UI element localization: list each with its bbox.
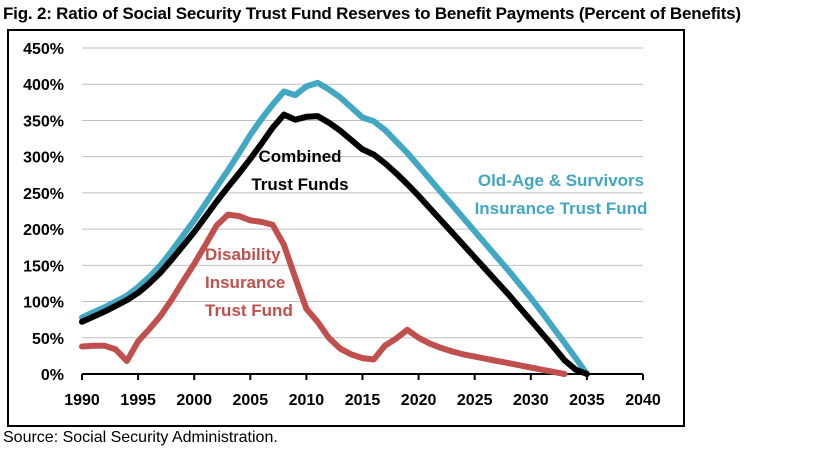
combined-label-line1: Combined — [258, 147, 342, 166]
figure-title: Fig. 2: Ratio of Social Security Trust F… — [3, 4, 741, 23]
x-tick-label: 1990 — [64, 392, 100, 409]
y-tick-label: 300% — [23, 150, 64, 167]
di-label-line1: Disability — [205, 245, 281, 264]
x-tick-label: 2015 — [345, 392, 381, 409]
x-tick-label: 2035 — [569, 392, 605, 409]
di-label-line2: Insurance — [205, 273, 286, 292]
chart-area: 0% 50% 100% 150% 200% 250% 300% 350% 400% 450% 199… — [7, 29, 685, 427]
combined-trust-funds-label: Combined Trust Funds — [225, 143, 375, 199]
x-tick-label: 1995 — [120, 392, 156, 409]
y-tick-label: 400% — [23, 77, 64, 94]
series-line-combined — [79, 111, 590, 377]
x-tick-label: 2025 — [457, 392, 493, 409]
x-tick-label: 2000 — [176, 392, 212, 409]
y-tick-label: 0% — [41, 367, 64, 384]
oasi-label-line2: Insurance Trust Fund — [474, 199, 648, 218]
chart-svg: 0% 50% 100% 150% 200% 250% 300% 350% 400% 450% 199… — [23, 41, 661, 409]
y-tick-label: 350% — [23, 113, 64, 130]
y-tick-label: 100% — [23, 295, 64, 312]
combined-label-line2: Trust Funds — [251, 175, 349, 194]
disability-trust-fund-label: Disability Insurance Trust Fund — [205, 241, 293, 325]
di-label-line3: Trust Fund — [205, 301, 293, 320]
y-tick-label: 250% — [23, 186, 64, 203]
y-tick-label: 50% — [32, 331, 64, 348]
y-tick-label: 150% — [23, 258, 64, 275]
x-tick-label: 2040 — [625, 392, 661, 409]
y-tick-label: 450% — [23, 41, 64, 58]
series-line-di — [79, 211, 568, 377]
oasi-label-line1: Old-Age & Survivors — [477, 171, 645, 190]
oasi-trust-fund-label: Old-Age & Survivors Insurance Trust Fund — [455, 167, 667, 223]
series-line-oasi — [79, 79, 590, 377]
x-tick-label: 2030 — [513, 392, 549, 409]
y-tick-label: 200% — [23, 222, 64, 239]
source-note: Source: Social Security Administration. — [3, 429, 278, 446]
x-tick-label: 2020 — [401, 392, 437, 409]
x-tick-label: 2010 — [289, 392, 325, 409]
x-tick-label: 2005 — [233, 392, 269, 409]
